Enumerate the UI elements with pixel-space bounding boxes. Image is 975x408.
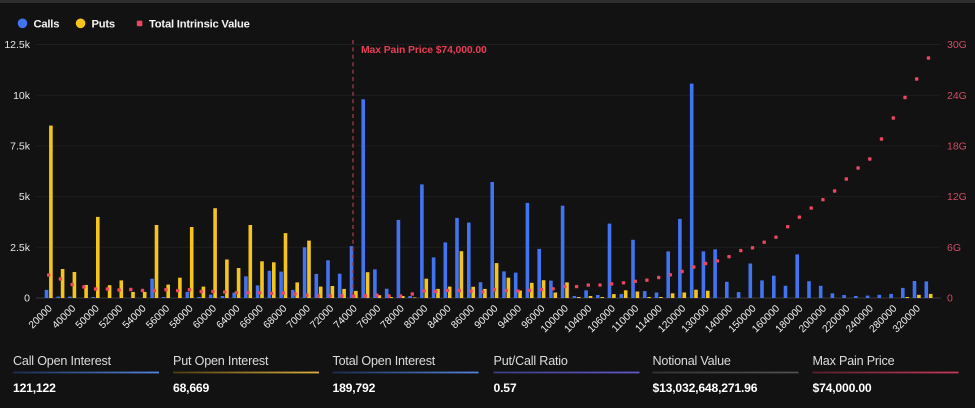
svg-text:12.5k: 12.5k <box>4 39 30 51</box>
svg-text:52000: 52000 <box>97 303 125 331</box>
svg-text:94000: 94000 <box>496 303 524 331</box>
svg-text:50000: 50000 <box>74 303 102 331</box>
svg-text:Notional Value: Notional Value <box>653 354 731 368</box>
svg-text:0.57: 0.57 <box>494 381 517 395</box>
svg-text:2.5k: 2.5k <box>10 242 31 254</box>
svg-text:0: 0 <box>24 293 30 305</box>
svg-text:80000: 80000 <box>402 303 430 331</box>
svg-text:121,122: 121,122 <box>13 381 56 395</box>
svg-text:Total Open Interest: Total Open Interest <box>333 354 436 368</box>
svg-text:56000: 56000 <box>144 303 172 331</box>
svg-text:40000: 40000 <box>51 303 79 331</box>
svg-text:Total Intrinsic Value: Total Intrinsic Value <box>149 19 250 31</box>
svg-text:$13,032,648,271.96: $13,032,648,271.96 <box>653 381 758 395</box>
svg-text:90000: 90000 <box>473 303 501 331</box>
svg-text:74000: 74000 <box>332 303 360 331</box>
svg-text:6G: 6G <box>947 242 961 254</box>
svg-text:72000: 72000 <box>309 303 337 331</box>
svg-text:78000: 78000 <box>379 303 407 331</box>
svg-text:54000: 54000 <box>121 303 149 331</box>
svg-text:64000: 64000 <box>215 303 243 331</box>
svg-text:76000: 76000 <box>355 303 383 331</box>
svg-text:58000: 58000 <box>168 303 196 331</box>
svg-text:Max Pain Price $74,000.00: Max Pain Price $74,000.00 <box>361 45 487 56</box>
svg-text:10k: 10k <box>13 90 31 102</box>
svg-text:20000: 20000 <box>27 303 55 331</box>
svg-text:70000: 70000 <box>285 303 313 331</box>
svg-text:189,792: 189,792 <box>333 381 376 395</box>
svg-text:7.5k: 7.5k <box>10 141 31 153</box>
svg-text:18G: 18G <box>947 141 967 153</box>
svg-text:86000: 86000 <box>449 303 477 331</box>
svg-text:66000: 66000 <box>238 303 266 331</box>
svg-text:68,669: 68,669 <box>173 381 209 395</box>
svg-text:5k: 5k <box>19 191 31 203</box>
svg-text:Puts: Puts <box>92 19 115 31</box>
svg-text:$74,000.00: $74,000.00 <box>813 381 872 395</box>
svg-text:68000: 68000 <box>262 303 290 331</box>
svg-text:Put/Call Ratio: Put/Call Ratio <box>494 354 568 368</box>
svg-text:24G: 24G <box>947 90 967 102</box>
svg-text:Put Open Interest: Put Open Interest <box>173 354 269 368</box>
svg-text:0: 0 <box>947 293 953 305</box>
svg-text:30G: 30G <box>947 39 967 51</box>
svg-text:Call Open Interest: Call Open Interest <box>13 354 112 368</box>
svg-text:84000: 84000 <box>426 303 454 331</box>
svg-text:60000: 60000 <box>191 303 219 331</box>
svg-text:Max Pain Price: Max Pain Price <box>813 354 895 368</box>
svg-text:Calls: Calls <box>34 19 60 31</box>
svg-text:12G: 12G <box>947 191 967 203</box>
